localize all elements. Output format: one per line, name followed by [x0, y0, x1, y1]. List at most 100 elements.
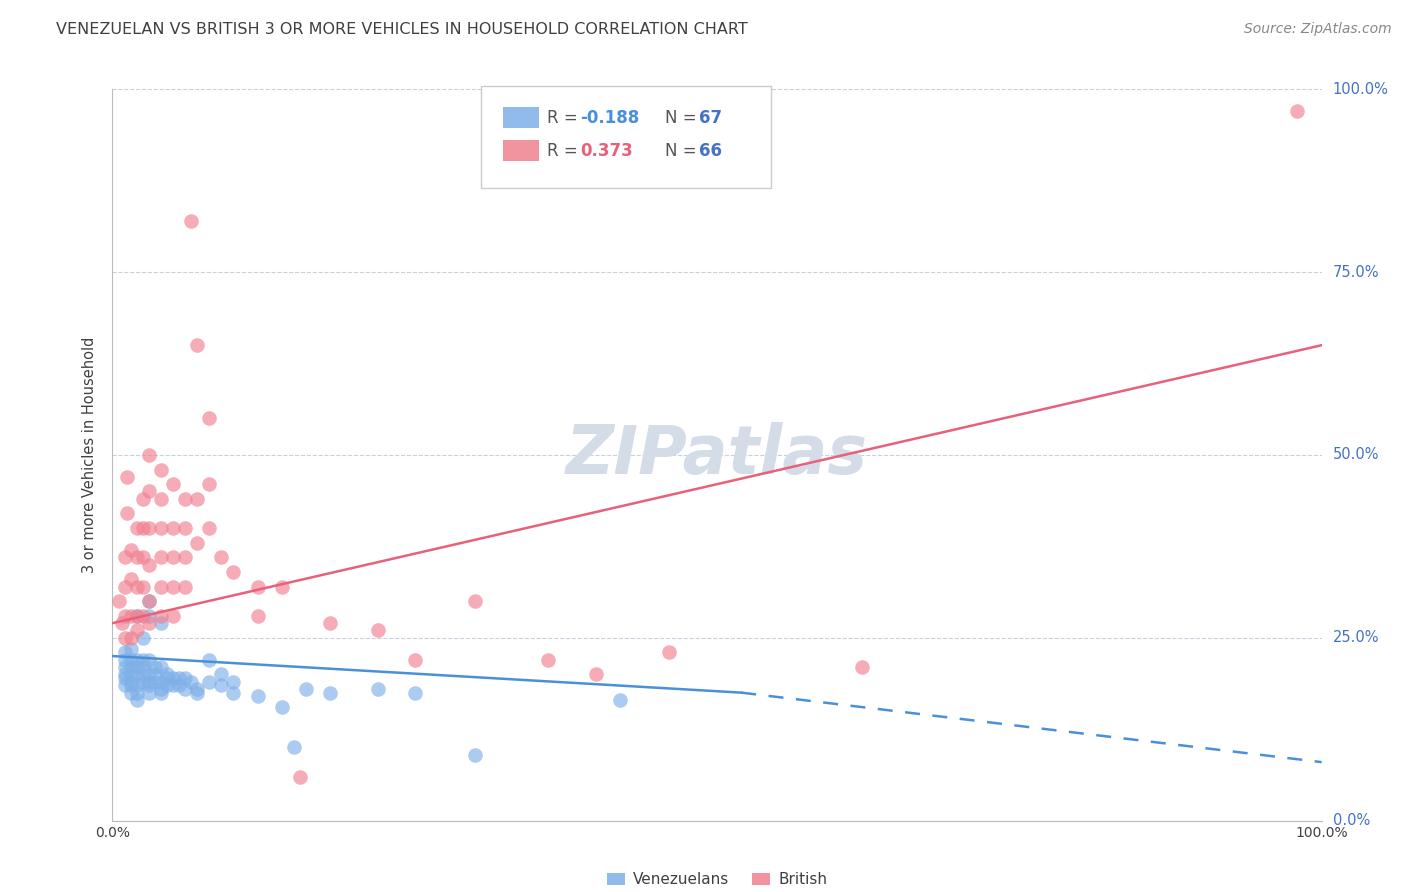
Point: [180, 674, 202, 689]
Point: [138, 608, 160, 623]
Point: [132, 653, 155, 667]
Point: [149, 462, 172, 476]
Point: [120, 653, 142, 667]
Text: 75.0%: 75.0%: [1333, 265, 1379, 279]
Point: [132, 631, 155, 645]
Point: [114, 653, 136, 667]
Point: [125, 550, 148, 565]
Text: 67: 67: [699, 110, 723, 128]
Point: [270, 580, 292, 594]
Point: [138, 521, 160, 535]
Point: [125, 693, 148, 707]
Point: [162, 550, 184, 565]
Point: [132, 660, 155, 674]
Point: [851, 660, 873, 674]
Point: [609, 693, 631, 707]
Point: [167, 678, 190, 692]
Text: 25.0%: 25.0%: [1333, 631, 1379, 645]
Point: [149, 674, 172, 689]
Point: [120, 674, 142, 689]
Text: 0.0%: 0.0%: [1333, 814, 1369, 828]
Point: [537, 653, 560, 667]
Point: [174, 550, 197, 565]
Point: [125, 521, 148, 535]
Point: [120, 608, 142, 623]
Point: [132, 674, 155, 689]
Point: [149, 616, 172, 631]
Point: [658, 645, 681, 659]
Point: [143, 674, 166, 689]
Point: [138, 594, 160, 608]
Point: [149, 580, 172, 594]
Point: [464, 594, 486, 608]
Point: [138, 558, 160, 572]
Point: [114, 671, 136, 685]
Point: [143, 660, 166, 674]
Text: R =: R =: [547, 110, 582, 128]
Point: [132, 550, 155, 565]
Point: [138, 484, 160, 499]
Point: [162, 477, 184, 491]
Legend: Venezuelans, British: Venezuelans, British: [600, 866, 834, 892]
Point: [138, 686, 160, 700]
FancyBboxPatch shape: [503, 140, 540, 161]
Text: R =: R =: [547, 143, 582, 161]
Point: [198, 521, 221, 535]
Point: [138, 594, 160, 608]
Point: [209, 667, 232, 681]
Y-axis label: 3 or more Vehicles in Household: 3 or more Vehicles in Household: [82, 337, 97, 573]
Point: [115, 507, 138, 521]
Point: [162, 678, 184, 692]
Point: [270, 700, 292, 714]
Point: [174, 491, 197, 506]
Point: [125, 653, 148, 667]
Point: [132, 491, 155, 506]
Point: [138, 448, 160, 462]
Point: [125, 678, 148, 692]
Point: [132, 521, 155, 535]
Point: [125, 608, 148, 623]
Point: [156, 671, 179, 685]
Point: [132, 667, 155, 681]
Point: [149, 660, 172, 674]
Point: [209, 678, 232, 692]
FancyBboxPatch shape: [503, 108, 540, 128]
Point: [186, 491, 208, 506]
Point: [585, 667, 607, 681]
Point: [120, 631, 142, 645]
Point: [367, 681, 389, 696]
Point: [120, 667, 142, 681]
Point: [246, 580, 269, 594]
Point: [120, 678, 142, 692]
Point: [107, 594, 129, 608]
Point: [114, 580, 136, 594]
Point: [283, 740, 305, 755]
FancyBboxPatch shape: [481, 86, 772, 188]
Point: [125, 660, 148, 674]
Point: [114, 645, 136, 659]
Text: 50.0%: 50.0%: [1333, 448, 1379, 462]
Point: [149, 686, 172, 700]
Point: [138, 653, 160, 667]
Point: [246, 608, 269, 623]
Point: [174, 681, 197, 696]
Text: N =: N =: [665, 143, 702, 161]
Point: [114, 667, 136, 681]
Point: [114, 608, 136, 623]
Point: [125, 580, 148, 594]
Point: [222, 565, 245, 579]
Point: [174, 521, 197, 535]
Point: [174, 671, 197, 685]
Point: [120, 572, 142, 586]
Point: [1286, 104, 1309, 119]
Point: [174, 580, 197, 594]
Point: [162, 608, 184, 623]
Point: [143, 667, 166, 681]
Point: [120, 686, 142, 700]
Point: [186, 535, 208, 549]
Text: 66: 66: [699, 143, 721, 161]
Point: [138, 616, 160, 631]
Point: [167, 671, 190, 685]
Point: [319, 616, 342, 631]
Point: [404, 653, 426, 667]
